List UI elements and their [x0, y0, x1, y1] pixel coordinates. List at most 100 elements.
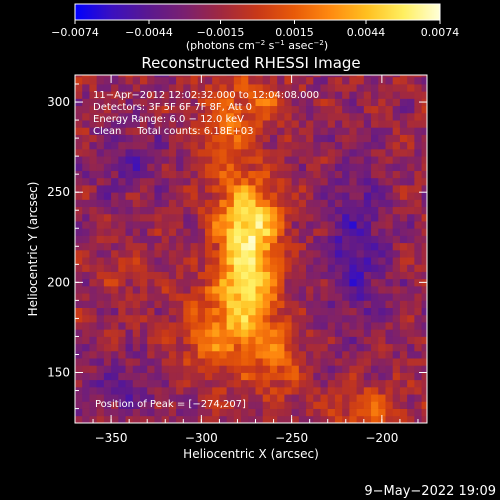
- heatmap-cell: [407, 242, 415, 251]
- heatmap-cell: [269, 379, 278, 388]
- heatmap-cell: [204, 379, 213, 388]
- heatmap-cell: [392, 329, 401, 337]
- heatmap-cell: [139, 336, 148, 345]
- heatmap-cell: [421, 184, 428, 193]
- heatmap-cell: [385, 120, 394, 128]
- heatmap-cell: [219, 228, 228, 236]
- heatmap-cell: [349, 91, 357, 99]
- heatmap-cell: [421, 307, 428, 316]
- heatmap-cell: [277, 228, 285, 236]
- heatmap-cell: [334, 105, 343, 114]
- heatmap-cell: [75, 415, 83, 424]
- heatmap-cell: [82, 300, 90, 308]
- heatmap-cell: [75, 365, 83, 373]
- heatmap-cell: [313, 170, 321, 179]
- heatmap-cell: [233, 408, 242, 417]
- heatmap-cell: [349, 415, 357, 424]
- heatmap-cell: [226, 293, 235, 301]
- heatmap-cell: [183, 127, 191, 135]
- heatmap-cell: [399, 264, 408, 272]
- heatmap-cell: [241, 192, 249, 200]
- heatmap-cell: [219, 213, 228, 222]
- heatmap-cell: [219, 134, 228, 143]
- heatmap-cell: [168, 184, 177, 193]
- heatmap-cell: [103, 75, 112, 78]
- heatmap-cell: [298, 76, 307, 85]
- heatmap-cell: [96, 358, 105, 366]
- heatmap-cell: [284, 401, 293, 409]
- heatmap-cell: [313, 329, 321, 337]
- heatmap-cell: [320, 307, 329, 316]
- heatmap-cell: [371, 329, 379, 337]
- heatmap-cell: [306, 105, 314, 114]
- heatmap-cell: [82, 415, 90, 424]
- heatmap-cell: [147, 307, 155, 316]
- heatmap-cell: [313, 105, 321, 114]
- heatmap-cell: [176, 112, 184, 121]
- heatmap-cell: [219, 163, 228, 171]
- heatmap-cell: [139, 278, 148, 287]
- heatmap-cell: [197, 401, 206, 409]
- heatmap-cell: [277, 307, 285, 316]
- heatmap-cell: [241, 264, 249, 272]
- heatmap-cell: [75, 228, 83, 236]
- heatmap-cell: [204, 170, 213, 179]
- heatmap-cell: [414, 350, 422, 359]
- heatmap-cell: [233, 75, 242, 78]
- heatmap-cell: [197, 271, 206, 280]
- heatmap-cell: [342, 156, 350, 164]
- heatmap-cell: [255, 249, 264, 258]
- heatmap-cell: [183, 285, 191, 294]
- heatmap-cell: [407, 322, 415, 330]
- heatmap-cell: [378, 257, 386, 265]
- heatmap-cell: [176, 84, 184, 92]
- heatmap-cell: [414, 91, 422, 99]
- heatmap-cell: [269, 213, 278, 222]
- heatmap-cell: [233, 329, 242, 337]
- heatmap-cell: [233, 141, 242, 150]
- heatmap-cell: [385, 91, 394, 99]
- heatmap-cell: [204, 415, 213, 424]
- heatmap-cell: [421, 75, 428, 78]
- heatmap-cell: [327, 365, 336, 373]
- heatmap-cell: [111, 278, 119, 287]
- heatmap-cell: [421, 148, 428, 157]
- heatmap-cell: [306, 206, 314, 215]
- heatmap-cell: [89, 343, 98, 352]
- heatmap-cell: [183, 264, 191, 272]
- heatmap-cell: [277, 84, 285, 92]
- heatmap-cell: [226, 163, 235, 171]
- heatmap-cell: [241, 386, 249, 395]
- heatmap-cell: [320, 91, 329, 99]
- heatmap-cell: [378, 91, 386, 99]
- heatmap-cell: [103, 105, 112, 114]
- heatmap-cell: [125, 394, 134, 402]
- heatmap-cell: [125, 184, 134, 193]
- heatmap-cell: [139, 408, 148, 417]
- heatmap-cell: [233, 322, 242, 330]
- heatmap-cell: [161, 350, 170, 359]
- heatmap-cell: [89, 141, 98, 150]
- heatmap-cell: [306, 314, 314, 323]
- heatmap-cell: [407, 314, 415, 323]
- heatmap-cell: [378, 271, 386, 280]
- heatmap-cell: [147, 221, 155, 229]
- heatmap-cell: [176, 257, 184, 265]
- heatmap-cell: [349, 163, 357, 171]
- heatmap-cell: [248, 386, 256, 395]
- heatmap-cell: [226, 264, 235, 272]
- heatmap-cell: [378, 249, 386, 258]
- heatmap-cell: [147, 350, 155, 359]
- heatmap-cell: [197, 386, 206, 395]
- heatmap-cell: [392, 358, 401, 366]
- heatmap-cell: [96, 127, 105, 135]
- heatmap-cell: [277, 199, 285, 208]
- heatmap-cell: [82, 336, 90, 345]
- heatmap-cell: [378, 350, 386, 359]
- heatmap-cell: [82, 242, 90, 251]
- heatmap-cell: [385, 408, 394, 417]
- heatmap-cell: [334, 415, 343, 424]
- heatmap-cell: [154, 249, 163, 258]
- heatmap-cell: [306, 322, 314, 330]
- heatmap-cell: [407, 105, 415, 114]
